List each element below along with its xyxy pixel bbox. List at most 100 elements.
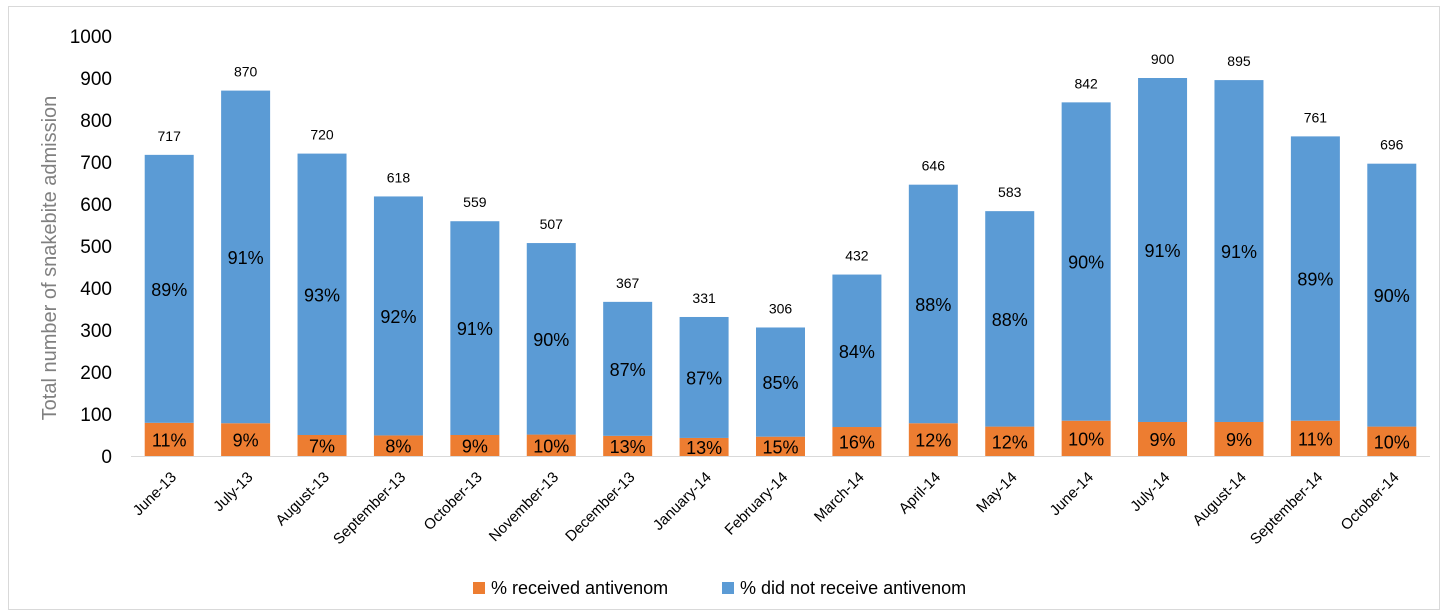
x-category-label: November-13 xyxy=(486,469,562,545)
x-category-label: October-13 xyxy=(421,469,486,534)
bar-no-antivenom xyxy=(1214,80,1264,422)
bar-received-antivenom xyxy=(1367,426,1417,456)
bar-total-label: 895 xyxy=(1227,53,1251,69)
received-percent-label: 16% xyxy=(839,433,875,453)
bar-received-antivenom xyxy=(985,426,1035,456)
x-category-label: May-14 xyxy=(973,469,1020,516)
bar-no-antivenom xyxy=(832,274,882,428)
bar-no-antivenom xyxy=(908,184,958,424)
not-received-percent-label: 93% xyxy=(304,285,340,305)
received-percent-label: 13% xyxy=(610,437,646,457)
received-percent-label: 8% xyxy=(385,437,411,457)
bar-received-antivenom xyxy=(297,435,347,456)
bar-total-label: 331 xyxy=(692,290,716,306)
bar-total-label: 720 xyxy=(310,127,334,143)
legend-swatch-received xyxy=(473,582,485,594)
y-tick-label: 500 xyxy=(80,237,112,258)
not-received-percent-label: 91% xyxy=(1145,241,1181,261)
received-percent-label: 15% xyxy=(762,437,798,457)
bar-no-antivenom xyxy=(373,196,423,436)
legend-label-received: % received antivenom xyxy=(491,578,668,598)
x-category-label: August-13 xyxy=(272,469,332,529)
not-received-percent-label: 91% xyxy=(457,319,493,339)
not-received-percent-label: 89% xyxy=(151,280,187,300)
not-received-percent-label: 91% xyxy=(228,248,264,268)
x-category-label: October-14 xyxy=(1338,469,1403,534)
received-percent-label: 13% xyxy=(686,438,722,458)
x-category-label: February-14 xyxy=(722,469,792,539)
not-received-percent-label: 90% xyxy=(1068,253,1104,273)
bar-no-antivenom xyxy=(526,243,576,435)
received-percent-label: 11% xyxy=(152,430,187,450)
bar-total-label: 583 xyxy=(998,184,1022,200)
y-tick-label: 100 xyxy=(80,405,112,426)
received-percent-label: 9% xyxy=(462,437,488,457)
y-tick-label: 0 xyxy=(101,447,112,468)
y-tick-label: 600 xyxy=(80,195,112,216)
received-percent-label: 10% xyxy=(1374,432,1410,452)
bar-received-antivenom xyxy=(756,436,805,456)
received-percent-label: 9% xyxy=(1150,430,1176,450)
x-category-label: January-14 xyxy=(650,469,715,534)
x-category-label: July-13 xyxy=(210,469,256,515)
y-tick-label: 700 xyxy=(80,153,112,174)
bar-total-label: 717 xyxy=(158,128,182,144)
y-tick-label: 400 xyxy=(80,279,112,300)
received-percent-label: 9% xyxy=(233,431,259,451)
legend-swatch-not-received xyxy=(722,582,734,594)
bar-total-label: 870 xyxy=(234,64,258,80)
bar-total-label: 432 xyxy=(845,248,869,264)
bar-total-label: 618 xyxy=(387,169,411,185)
x-category-label: September-14 xyxy=(1247,469,1326,548)
not-received-percent-label: 88% xyxy=(915,295,951,315)
bar-no-antivenom xyxy=(450,221,500,435)
x-category-label: June-13 xyxy=(130,469,180,519)
bar-no-antivenom xyxy=(679,316,729,438)
not-received-percent-label: 85% xyxy=(762,373,798,393)
bar-received-antivenom xyxy=(908,423,958,456)
bar-total-label: 367 xyxy=(616,275,640,291)
received-percent-label: 10% xyxy=(533,436,569,456)
not-received-percent-label: 87% xyxy=(686,368,722,388)
y-tick-label: 900 xyxy=(80,69,112,90)
bar-received-antivenom xyxy=(1138,421,1188,456)
received-percent-label: 10% xyxy=(1068,429,1104,449)
bar-received-antivenom xyxy=(144,422,194,456)
y-tick-label: 200 xyxy=(80,363,112,384)
bar-no-antivenom xyxy=(985,211,1035,427)
bar-no-antivenom xyxy=(1367,163,1417,427)
not-received-percent-label: 87% xyxy=(610,360,646,380)
not-received-percent-label: 89% xyxy=(1297,270,1333,290)
bar-no-antivenom xyxy=(1138,78,1188,422)
bar-received-antivenom xyxy=(1290,420,1340,456)
x-category-label: July-14 xyxy=(1127,469,1173,515)
bar-received-antivenom xyxy=(450,435,500,456)
legend-label-not-received: % did not receive antivenom xyxy=(740,578,966,598)
bar-total-label: 306 xyxy=(769,300,793,316)
bar-total-label: 842 xyxy=(1074,75,1098,91)
bar-no-antivenom xyxy=(1290,136,1340,421)
bar-received-antivenom xyxy=(221,423,271,456)
y-tick-label: 800 xyxy=(80,111,112,132)
x-category-label: April-14 xyxy=(896,469,945,518)
bar-received-antivenom xyxy=(1214,421,1264,456)
bar-received-antivenom xyxy=(1061,420,1111,456)
bar-received-antivenom xyxy=(526,434,576,456)
bar-received-antivenom xyxy=(679,437,729,456)
received-percent-label: 7% xyxy=(309,437,335,457)
received-percent-label: 9% xyxy=(1226,430,1252,450)
bar-no-antivenom xyxy=(297,153,347,435)
x-category-label: August-14 xyxy=(1189,469,1249,529)
bar-received-antivenom xyxy=(832,427,882,456)
bar-total-label: 646 xyxy=(922,158,946,174)
bar-no-antivenom xyxy=(603,301,653,436)
x-category-label: December-13 xyxy=(562,469,638,545)
y-tick-label: 300 xyxy=(80,321,112,342)
x-category-label: September-13 xyxy=(330,469,409,548)
bar-no-antivenom xyxy=(221,90,271,424)
y-tick-label: 1000 xyxy=(70,27,112,48)
not-received-percent-label: 88% xyxy=(992,310,1028,330)
bar-received-antivenom xyxy=(373,435,423,456)
bar-total-label: 696 xyxy=(1380,137,1404,153)
